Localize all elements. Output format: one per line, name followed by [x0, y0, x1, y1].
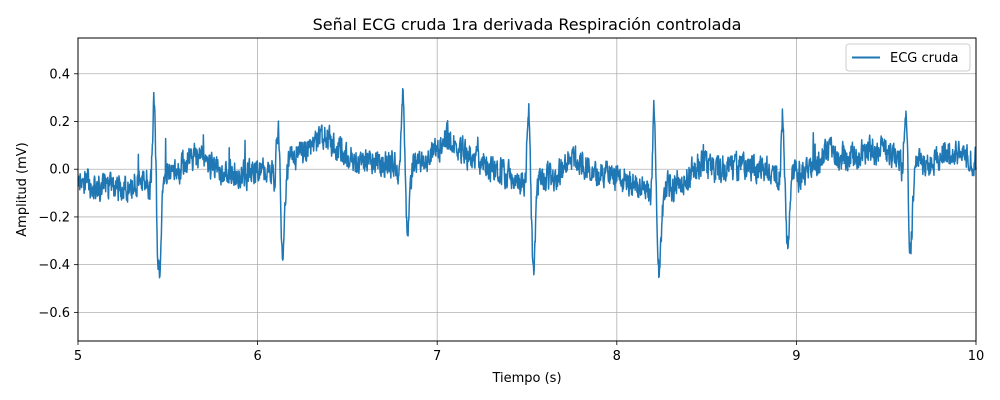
grid-lines [77, 38, 977, 341]
x-axis-label: Tiempo (s) [491, 371, 561, 386]
y-tick-label: 0.0 [49, 163, 70, 178]
x-tick-label: 7 [433, 349, 441, 364]
x-tick-label: 8 [613, 349, 621, 364]
y-tick-label: −0.4 [38, 258, 70, 273]
legend: ECG cruda [845, 43, 971, 72]
x-tick-label: 9 [792, 349, 800, 364]
x-axis: 5 6 7 8 9 10 [74, 341, 984, 364]
y-tick-label: 0.2 [49, 115, 70, 130]
chart-title: Señal ECG cruda 1ra derivada Respiración… [313, 15, 742, 34]
y-tick-label: 0.4 [49, 67, 70, 82]
legend-box [845, 43, 971, 72]
legend-label: ECG cruda [890, 51, 958, 66]
y-axis-label: Amplitud (mV) [15, 142, 30, 236]
plot-frame [77, 37, 977, 342]
y-axis: −0.6 −0.4 −0.2 0.0 0.2 0.4 [38, 67, 78, 321]
series-group [77, 88, 977, 279]
x-tick-label: 10 [968, 349, 985, 364]
y-tick-label: −0.2 [38, 210, 70, 225]
x-tick-label: 5 [74, 349, 82, 364]
series-line-ecg-cruda [77, 88, 977, 279]
x-tick-label: 6 [253, 349, 261, 364]
y-tick-label: −0.6 [38, 306, 70, 321]
